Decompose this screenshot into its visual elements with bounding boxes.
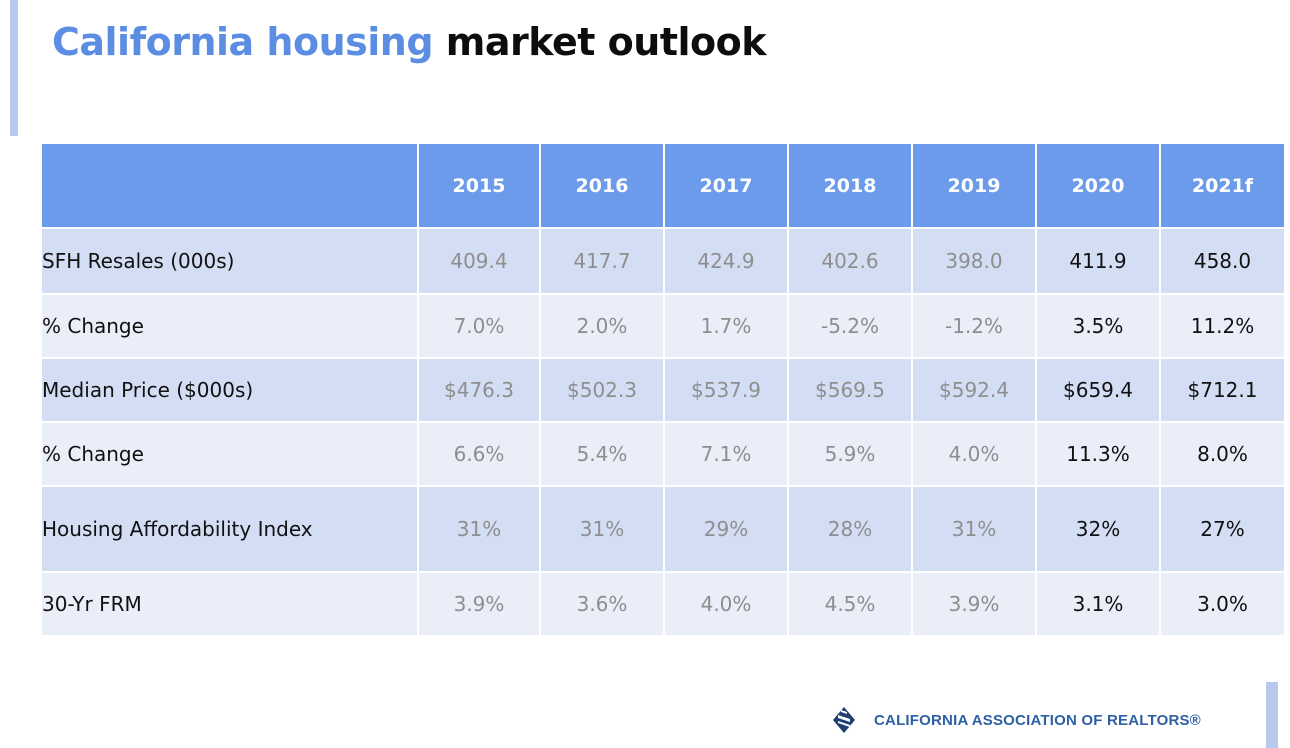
table-cell: $537.9 bbox=[663, 358, 788, 423]
table-cell: 31% bbox=[417, 486, 540, 573]
table-row: SFH Resales (000s) 409.4 417.7 424.9 402… bbox=[42, 228, 1284, 295]
table-cell: $659.4 bbox=[1035, 358, 1160, 423]
header-cell-label bbox=[42, 144, 418, 229]
organization-name: CALIFORNIA ASSOCIATION OF REALTORS® bbox=[874, 711, 1201, 729]
table-cell: 402.6 bbox=[787, 228, 912, 295]
table-cell: 3.6% bbox=[539, 572, 664, 637]
table-cell: 411.9 bbox=[1035, 228, 1160, 295]
title-rest: market outlook bbox=[445, 20, 767, 64]
table-cell: 3.0% bbox=[1159, 572, 1284, 637]
table-cell: 3.9% bbox=[911, 572, 1036, 637]
table-cell: $569.5 bbox=[787, 358, 912, 423]
table-cell: 409.4 bbox=[417, 228, 540, 295]
table-cell: 11.2% bbox=[1159, 294, 1284, 359]
header-cell-year: 2015 bbox=[417, 144, 540, 229]
table-header-row: 2015 2016 2017 2018 2019 2020 2021f bbox=[42, 144, 1284, 229]
table-cell: 6.6% bbox=[417, 422, 540, 487]
left-accent-bar bbox=[10, 0, 18, 136]
table-cell: 4.5% bbox=[787, 572, 912, 637]
table-cell: $712.1 bbox=[1159, 358, 1284, 423]
table-cell: 3.9% bbox=[417, 572, 540, 637]
slide-title: California housing market outlook bbox=[52, 14, 767, 70]
header-cell-year: 2016 bbox=[539, 144, 664, 229]
table-row: Housing Affordability Index 31% 31% 29% … bbox=[42, 486, 1284, 573]
table-cell: 27% bbox=[1159, 486, 1284, 573]
row-label: % Change bbox=[42, 422, 418, 487]
row-label: SFH Resales (000s) bbox=[42, 228, 418, 295]
table-cell: 398.0 bbox=[911, 228, 1036, 295]
row-label: Median Price ($000s) bbox=[42, 358, 418, 423]
table-cell: 29% bbox=[663, 486, 788, 573]
table-cell: 8.0% bbox=[1159, 422, 1284, 487]
title-highlight: California housing bbox=[52, 20, 434, 64]
header-cell-year: 2021f bbox=[1159, 144, 1284, 229]
table-cell: 4.0% bbox=[911, 422, 1036, 487]
table-cell: $502.3 bbox=[539, 358, 664, 423]
table-cell: 417.7 bbox=[539, 228, 664, 295]
header-cell-year: 2020 bbox=[1035, 144, 1160, 229]
table-cell: 5.9% bbox=[787, 422, 912, 487]
table-row: % Change 7.0% 2.0% 1.7% -5.2% -1.2% 3.5%… bbox=[42, 294, 1284, 359]
table-row: Median Price ($000s) $476.3 $502.3 $537.… bbox=[42, 358, 1284, 423]
row-label: Housing Affordability Index bbox=[42, 486, 418, 573]
table-cell: -1.2% bbox=[911, 294, 1036, 359]
table-cell: 2.0% bbox=[539, 294, 664, 359]
table-cell: 4.0% bbox=[663, 572, 788, 637]
table-cell: 11.3% bbox=[1035, 422, 1160, 487]
table-cell: 7.1% bbox=[663, 422, 788, 487]
table-cell: 32% bbox=[1035, 486, 1160, 573]
table-cell: 31% bbox=[539, 486, 664, 573]
table-cell: 7.0% bbox=[417, 294, 540, 359]
header-cell-year: 2017 bbox=[663, 144, 788, 229]
row-label: 30-Yr FRM bbox=[42, 572, 418, 637]
table-cell: 1.7% bbox=[663, 294, 788, 359]
table-cell: 28% bbox=[787, 486, 912, 573]
row-label: % Change bbox=[42, 294, 418, 359]
table-cell: $592.4 bbox=[911, 358, 1036, 423]
table-row: 30-Yr FRM 3.9% 3.6% 4.0% 4.5% 3.9% 3.1% … bbox=[42, 572, 1284, 637]
table-cell: -5.2% bbox=[787, 294, 912, 359]
housing-outlook-table: 2015 2016 2017 2018 2019 2020 2021f SFH … bbox=[42, 144, 1284, 637]
table-cell: $476.3 bbox=[417, 358, 540, 423]
table-cell: 5.4% bbox=[539, 422, 664, 487]
header-cell-year: 2019 bbox=[911, 144, 1036, 229]
table-cell: 3.5% bbox=[1035, 294, 1160, 359]
table-cell: 424.9 bbox=[663, 228, 788, 295]
right-accent-bar bbox=[1266, 682, 1278, 748]
header-cell-year: 2018 bbox=[787, 144, 912, 229]
table-cell: 31% bbox=[911, 486, 1036, 573]
table-cell: 3.1% bbox=[1035, 572, 1160, 637]
footer-logo: CALIFORNIA ASSOCIATION OF REALTORS® bbox=[832, 706, 1201, 734]
table-cell: 458.0 bbox=[1159, 228, 1284, 295]
car-logo-icon bbox=[832, 706, 856, 734]
table-row: % Change 6.6% 5.4% 7.1% 5.9% 4.0% 11.3% … bbox=[42, 422, 1284, 487]
